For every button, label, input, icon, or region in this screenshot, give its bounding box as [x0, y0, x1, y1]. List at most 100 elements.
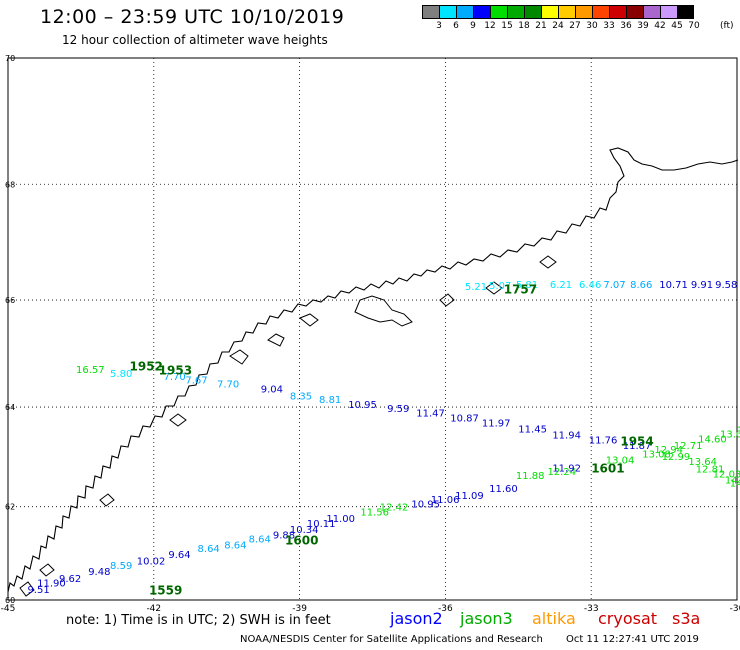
colorbar-swatch: [473, 5, 490, 19]
colorbar-swatch: [677, 5, 694, 19]
wave-height-label: 10.71: [659, 280, 688, 291]
wave-height-label: 11.87: [623, 441, 652, 452]
wave-height-label: 14.30: [725, 475, 740, 486]
wave-height-label: 9.62: [59, 574, 81, 585]
time-label: 1952: [130, 360, 163, 374]
time-label: 1757: [504, 282, 537, 296]
time-label: 1559: [149, 584, 182, 598]
lon-tick-label: -39: [292, 604, 307, 614]
wave-height-label: 12.94: [654, 445, 683, 456]
wave-height-label: 11.45: [518, 425, 547, 436]
wave-height-label: 7.70: [164, 372, 186, 383]
wave-height-label: 11.09: [455, 491, 484, 502]
lat-tick-label: 60: [5, 596, 15, 605]
colorbar-swatch: [609, 5, 626, 19]
lon-tick-label: -45: [1, 604, 16, 614]
colorbar-swatch: [490, 5, 507, 19]
wave-height-label: 5.80: [110, 369, 132, 380]
colorbar-swatch: [541, 5, 558, 19]
colorbar-swatches: [422, 5, 694, 19]
lat-tick-label: 62: [5, 503, 15, 512]
colorbar-label: 36: [620, 21, 632, 31]
wave-height-label: 11.00: [326, 514, 355, 525]
wave-height-label: 12.81: [696, 465, 725, 476]
wave-height-label: 9.04: [261, 385, 283, 396]
wave-height-label: 10.95: [348, 400, 377, 411]
colorbar-label: 45: [671, 21, 683, 31]
footer-timestamp: Oct 11 12:27:41 UTC 2019: [566, 634, 699, 645]
wave-height-label: 12.42: [380, 503, 409, 514]
time-label: 1954: [620, 435, 653, 449]
satellite-jason2: jason2: [390, 609, 443, 628]
wave-height-label: 10.87: [450, 413, 479, 424]
wave-height-label: 8.64: [249, 534, 271, 545]
wave-height-label: 11.56: [360, 507, 389, 518]
lat-tick-label: 66: [5, 296, 15, 305]
wave-height-label: 12.24: [547, 467, 576, 478]
colorbar-swatch: [439, 5, 456, 19]
wave-height-label: 10.11: [307, 519, 336, 530]
wave-height-label: 9.58: [715, 280, 737, 291]
wave-height-label: 11.90: [37, 578, 66, 589]
wave-height-label: 16.57: [76, 365, 105, 376]
time-label: 1600: [285, 534, 318, 548]
satellite-jason3: jason3: [460, 609, 513, 628]
wave-height-label: 12.99: [662, 452, 691, 463]
wave-height-label: 10.95: [411, 500, 440, 511]
colorbar-label: 30: [586, 21, 598, 31]
wave-height-label: 8.35: [290, 391, 312, 402]
time-label: 1601: [591, 462, 624, 476]
lon-tick-label: -36: [438, 604, 453, 614]
wave-height-label: 9.64: [168, 550, 190, 561]
wave-height-label: 5.07: [489, 281, 511, 292]
colorbar-legend: 3 6 9 12 15 18 21 24 27 30 33 36 39 42 45 70 (ft): [422, 5, 734, 31]
satellite-altika: altika: [532, 609, 576, 628]
colorbar-swatch: [643, 5, 660, 19]
wave-height-label: 11.76: [589, 436, 618, 447]
colorbar-swatch: [592, 5, 609, 19]
track-middle-jason: 16.57 5.80 7.70 7.67 7.70 9.048.35 8.81 10.95 9.…: [76, 360, 740, 456]
colorbar-label: 70: [688, 21, 700, 31]
wave-height-label: 12.71: [674, 441, 703, 452]
wave-height-label: 11.94: [552, 431, 581, 442]
wave-height-label: 8.64: [224, 540, 246, 551]
lon-tick-label: -42: [146, 604, 161, 614]
colorbar-label: 33: [603, 21, 615, 31]
wave-height-label: 6.21: [550, 280, 572, 291]
wave-height-label: 12.03: [713, 470, 740, 481]
wave-height-label: 14.15: [730, 478, 740, 489]
lat-tick-label: 70: [5, 54, 15, 63]
colorbar-swatch: [575, 5, 592, 19]
lon-tick-label: -33: [584, 604, 599, 614]
wave-height-label: 11.92: [552, 464, 581, 475]
wave-height-label: 6.46: [579, 280, 601, 291]
wave-height-label: 8.64: [198, 544, 220, 555]
colorbar-label: 3: [436, 21, 442, 31]
colorbar-swatch: [456, 5, 473, 19]
footer-credit: NOAA/NESDIS Center for Satellite Applica…: [240, 634, 543, 645]
wave-height-label: 13.08: [642, 450, 671, 461]
wave-height-label: 7.67: [185, 376, 207, 387]
wave-height-label: 7.07: [603, 280, 625, 291]
wave-height-label: 11.88: [516, 471, 545, 482]
colorbar-label: 6: [453, 21, 459, 31]
colorbar-swatch: [626, 5, 643, 19]
map-subtitle: 12 hour collection of altimeter wave hei…: [62, 33, 328, 47]
colorbar-label: 21: [535, 21, 547, 31]
colorbar-unit: (ft): [720, 21, 734, 31]
time-label: 1953: [159, 364, 192, 378]
colorbar-swatch: [524, 5, 541, 19]
colorbar-label: 24: [552, 21, 564, 31]
lat-tick-label: 68: [5, 180, 15, 189]
map-grid: -45 -42 -39 -36 -33 -30 60 62 64 66 68 70: [1, 54, 740, 614]
track-upper-s3a: 5.21 5.07 5.81 6.21 6.46 7.07 8.66 10.71 9.91 9.5…: [465, 280, 738, 297]
wave-height-label: 7.70: [217, 379, 239, 390]
colorbar-swatch: [422, 5, 439, 19]
lat-tick-label: 64: [5, 403, 15, 412]
colorbar-label: 9: [470, 21, 476, 31]
wave-height-label: 10.02: [137, 556, 166, 567]
wave-height-label: 5.81: [516, 280, 538, 291]
